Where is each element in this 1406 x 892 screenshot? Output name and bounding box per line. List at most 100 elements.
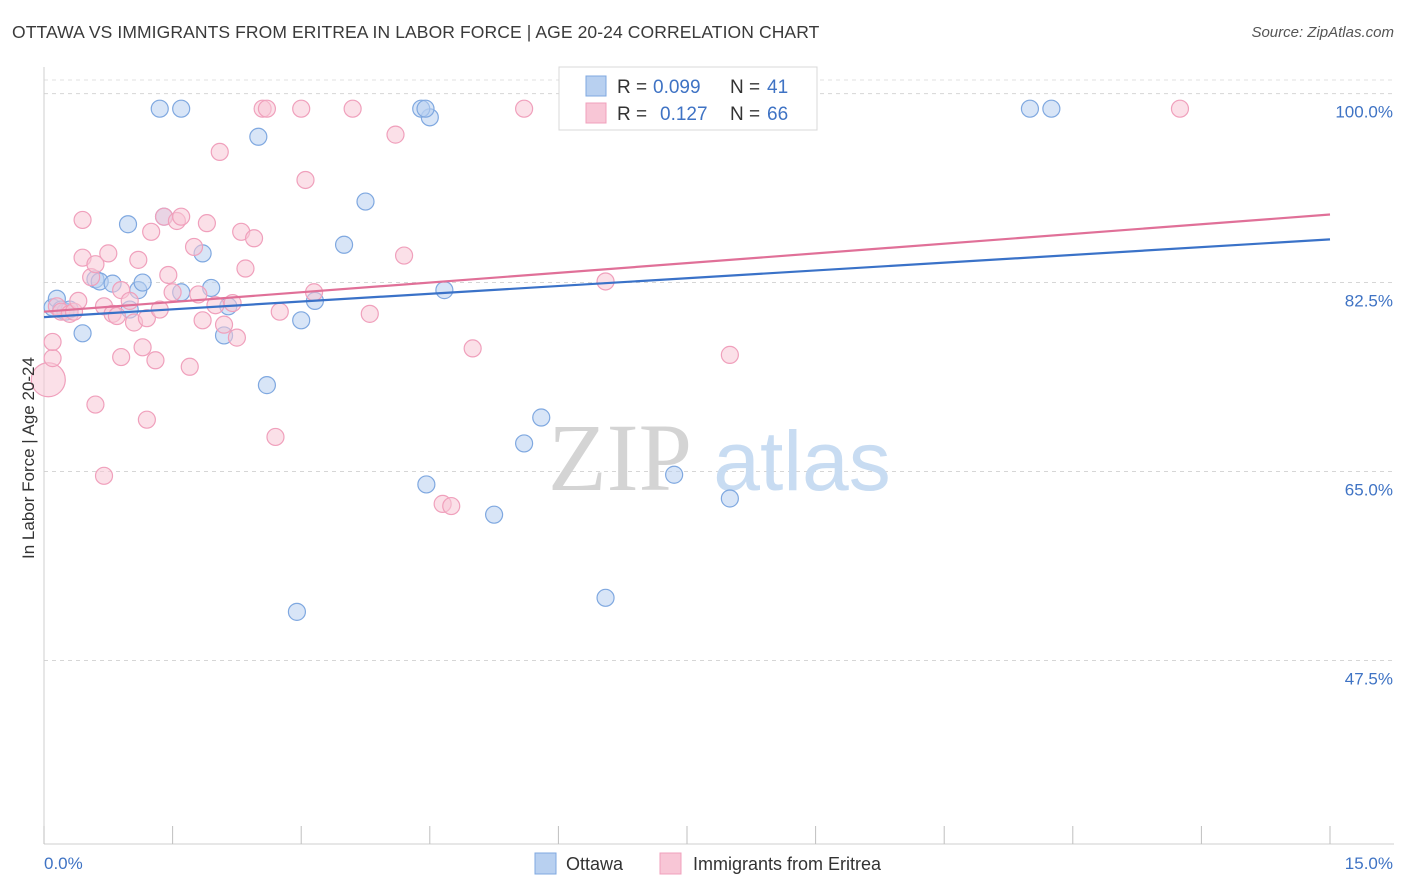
y-tick-label-2: 65.0%: [1345, 480, 1393, 499]
eritrea-point-11: [86, 255, 105, 274]
x-tick-label-1: 15.0%: [1345, 854, 1393, 873]
eritrea-point-20: [129, 250, 148, 269]
eritrea-point-53: [386, 125, 405, 144]
stats-legend: R = 0.099 N = 41 R = 0.127 N = 66: [558, 66, 818, 131]
ottawa-point-5: [73, 324, 92, 343]
n-label-eritrea: N =: [730, 104, 760, 125]
eritrea-point-62: [720, 345, 739, 364]
r-value-eritrea: 0.127: [660, 104, 708, 125]
eritrea-point-30: [172, 207, 191, 226]
eritrea-point-34: [193, 311, 212, 330]
ottawa-point-20: [257, 376, 277, 395]
eritrea-point-51: [343, 99, 362, 118]
eritrea-point-15: [107, 306, 126, 326]
eritrea-point-63: [137, 410, 156, 429]
ottawa-point-34: [720, 489, 739, 508]
ottawa-point-39: [1020, 99, 1040, 118]
eritrea-point-52: [360, 304, 379, 323]
ottawa-point-24: [334, 235, 354, 254]
ottawa-point-30: [515, 434, 534, 453]
ottawa-point-40: [1042, 99, 1061, 118]
eritrea-point-31: [180, 357, 199, 376]
eritrea-point-2: [43, 332, 62, 352]
eritrea-point-49: [296, 170, 315, 190]
eritrea-point-23: [142, 222, 161, 241]
x-tick-labels: 0.0% 15.0%: [44, 854, 1393, 873]
ottawa-point-32: [596, 588, 615, 607]
eritrea-point-1: [43, 349, 62, 368]
eritrea-point-56: [442, 496, 461, 516]
y-tick-labels: 100.0% 82.5% 65.0% 47.5%: [1335, 103, 1393, 689]
n-value-eritrea: 66: [767, 104, 788, 125]
data-points: [30, 99, 1190, 621]
eritrea-point-24: [146, 351, 165, 370]
ottawa-trend-line: [43, 238, 1331, 319]
n-label-ottawa: N =: [730, 77, 760, 98]
eritrea-point-61: [1170, 99, 1190, 118]
y-tick-label-0: 100.0%: [1335, 103, 1393, 122]
ottawa-point-38: [416, 99, 435, 118]
eritrea-point-40: [227, 328, 246, 347]
r-label-ottawa: R =: [617, 77, 647, 98]
ottawa-swatch: [585, 75, 607, 97]
ottawa-point-9: [118, 215, 138, 234]
eritrea-point-46: [266, 427, 285, 447]
eritrea-point-54: [394, 246, 414, 265]
eritrea-trend-line: [43, 213, 1331, 313]
ottawa-point-35: [172, 99, 191, 118]
x-tick-label-0: 0.0%: [44, 854, 83, 873]
eritrea-point-17: [112, 347, 131, 367]
n-value-ottawa: 41: [767, 77, 788, 98]
eritrea-point-59: [596, 272, 615, 291]
y-tick-label-1: 82.5%: [1345, 292, 1393, 311]
eritrea-point-64: [94, 466, 114, 485]
legend-ottawa-swatch: [534, 852, 557, 875]
eritrea-point-47: [270, 302, 289, 321]
eritrea-point-57: [463, 339, 482, 358]
eritrea-point-28: [163, 283, 182, 302]
eritrea-point-27: [159, 265, 178, 285]
legend-ottawa-label: Ottawa: [566, 854, 624, 874]
ottawa-point-36: [150, 99, 169, 118]
axes: [43, 67, 1394, 845]
ottawa-point-12: [133, 273, 152, 292]
eritrea-point-48: [292, 99, 311, 118]
eritrea-point-18: [120, 291, 139, 311]
eritrea-point-21: [133, 338, 152, 357]
eritrea-point-9: [73, 210, 92, 230]
ottawa-point-31: [532, 408, 551, 427]
eritrea-point-37: [210, 142, 229, 161]
series-legend: Ottawa Immigrants from Eritrea: [534, 852, 882, 875]
ottawa-point-19: [249, 127, 268, 146]
ottawa-point-26: [417, 475, 436, 494]
eritrea-point-38: [214, 315, 234, 334]
ottawa-point-28: [435, 281, 454, 300]
y-axis-label: In Labor Force | Age 20-24: [19, 357, 38, 559]
eritrea-point-35: [197, 214, 216, 233]
eritrea-point-32: [184, 237, 204, 257]
watermark-zip: ZIP: [548, 404, 692, 511]
eritrea-point-65: [86, 395, 105, 414]
eritrea-point-7: [69, 291, 88, 311]
eritrea-point-45: [257, 99, 277, 118]
source-label: Source: ZipAtlas.com: [1251, 24, 1394, 41]
r-label-eritrea: R =: [617, 104, 647, 125]
ottawa-point-21: [287, 602, 307, 621]
ottawa-point-25: [356, 192, 375, 211]
eritrea-point-42: [236, 259, 255, 278]
ottawa-point-33: [665, 465, 684, 484]
ottawa-point-22: [292, 311, 311, 330]
eritrea-point-58: [515, 99, 534, 118]
ottawa-point-29: [485, 505, 504, 524]
eritrea-point-22: [137, 309, 156, 328]
watermark-atlas: atlas: [713, 414, 890, 508]
r-value-ottawa: 0.099: [653, 77, 701, 98]
legend-eritrea-label: Immigrants from Eritrea: [693, 854, 882, 874]
y-tick-label-3: 47.5%: [1345, 669, 1393, 688]
trend-lines: [43, 213, 1331, 319]
eritrea-swatch: [585, 102, 607, 124]
eritrea-point-43: [244, 229, 264, 248]
gridlines: [44, 79, 1394, 661]
chart-title: OTTAWA VS IMMIGRANTS FROM ERITREA IN LAB…: [12, 22, 820, 42]
